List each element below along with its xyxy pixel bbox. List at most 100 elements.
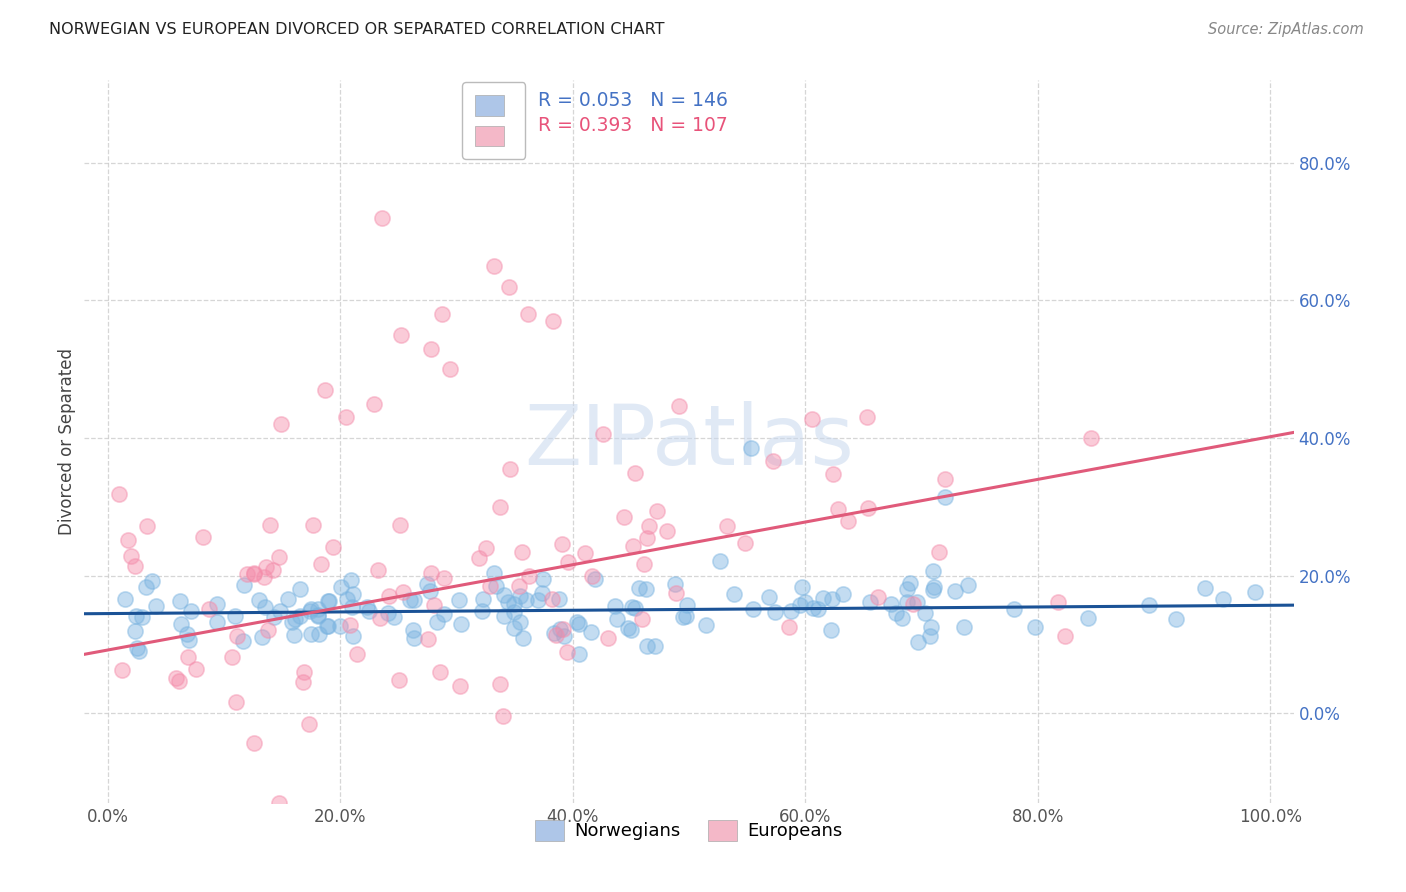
Point (236, 567, 259, 582)
Point (288, 582, 311, 596)
Point (858, 501, 880, 516)
Point (233, 578, 256, 592)
Point (252, 630, 274, 644)
Point (551, 537, 574, 551)
Point (471, 591, 494, 606)
Point (553, 629, 575, 643)
Point (308, 602, 330, 616)
Point (920, 620, 942, 634)
Point (758, 590, 780, 604)
Point (1047, 595, 1070, 609)
Point (592, 426, 614, 441)
Point (645, 504, 668, 518)
Point (488, 500, 510, 515)
Point (290, 608, 312, 623)
Point (342, 599, 364, 614)
Point (498, 462, 520, 476)
Point (226, 629, 249, 643)
Point (503, 597, 526, 611)
Point (205, 615, 228, 629)
Point (956, 578, 979, 592)
Point (449, 679, 471, 693)
Point (318, 594, 340, 608)
Point (114, 592, 136, 607)
Point (447, 592, 470, 607)
Point (298, 716, 321, 731)
Point (517, 569, 540, 583)
Point (624, 466, 647, 480)
Point (254, 599, 277, 614)
Point (433, 607, 456, 621)
Point (1212, 591, 1234, 606)
Point (548, 622, 571, 636)
Point (813, 591, 835, 605)
Point (368, 610, 391, 624)
Point (598, 631, 620, 645)
Point (170, 616, 193, 631)
Point (377, 606, 399, 620)
Point (644, 639, 666, 653)
Point (675, 599, 697, 613)
Point (291, 675, 314, 690)
Point (898, 575, 921, 590)
Point (633, 557, 655, 571)
Point (416, 632, 439, 646)
Point (257, 624, 280, 638)
Point (1244, 584, 1267, 599)
Point (765, 605, 787, 619)
Point (934, 490, 956, 504)
Point (1077, 611, 1099, 625)
Point (429, 665, 451, 679)
Point (489, 677, 512, 691)
Point (579, 625, 602, 640)
Point (184, 662, 207, 676)
Point (482, 259, 505, 273)
Point (655, 524, 678, 538)
Point (342, 629, 364, 643)
Point (180, 604, 202, 618)
Point (621, 539, 644, 553)
Point (307, 607, 329, 622)
Point (515, 592, 537, 607)
Point (568, 647, 591, 661)
Point (557, 555, 579, 569)
Legend: Norwegians, Europeans: Norwegians, Europeans (527, 813, 851, 848)
Point (336, 592, 359, 607)
Point (224, 608, 246, 623)
Point (918, 629, 941, 643)
Point (498, 279, 520, 293)
Point (176, 627, 198, 641)
Point (253, 570, 276, 584)
Point (695, 618, 717, 632)
Point (309, 557, 332, 571)
Point (243, 567, 266, 582)
Point (779, 605, 801, 619)
Point (335, 410, 357, 425)
Point (583, 572, 606, 586)
Point (482, 566, 505, 581)
Point (606, 612, 628, 626)
Point (136, 519, 159, 533)
Point (177, 632, 200, 647)
Text: Source: ZipAtlas.com: Source: ZipAtlas.com (1208, 22, 1364, 37)
Point (734, 536, 756, 550)
Point (884, 606, 907, 620)
Point (934, 472, 956, 486)
Point (363, 397, 385, 411)
Point (623, 600, 645, 615)
Point (269, 604, 291, 618)
Point (339, 617, 361, 632)
Point (316, 619, 339, 633)
Point (605, 599, 627, 614)
Point (740, 442, 762, 456)
Point (340, 573, 363, 587)
Point (716, 519, 738, 533)
Point (292, 665, 315, 679)
Point (617, 621, 640, 635)
Point (709, 554, 731, 568)
Point (665, 585, 688, 599)
Point (277, 592, 299, 607)
Point (419, 566, 441, 580)
Point (299, 626, 322, 640)
Point (568, 616, 591, 631)
